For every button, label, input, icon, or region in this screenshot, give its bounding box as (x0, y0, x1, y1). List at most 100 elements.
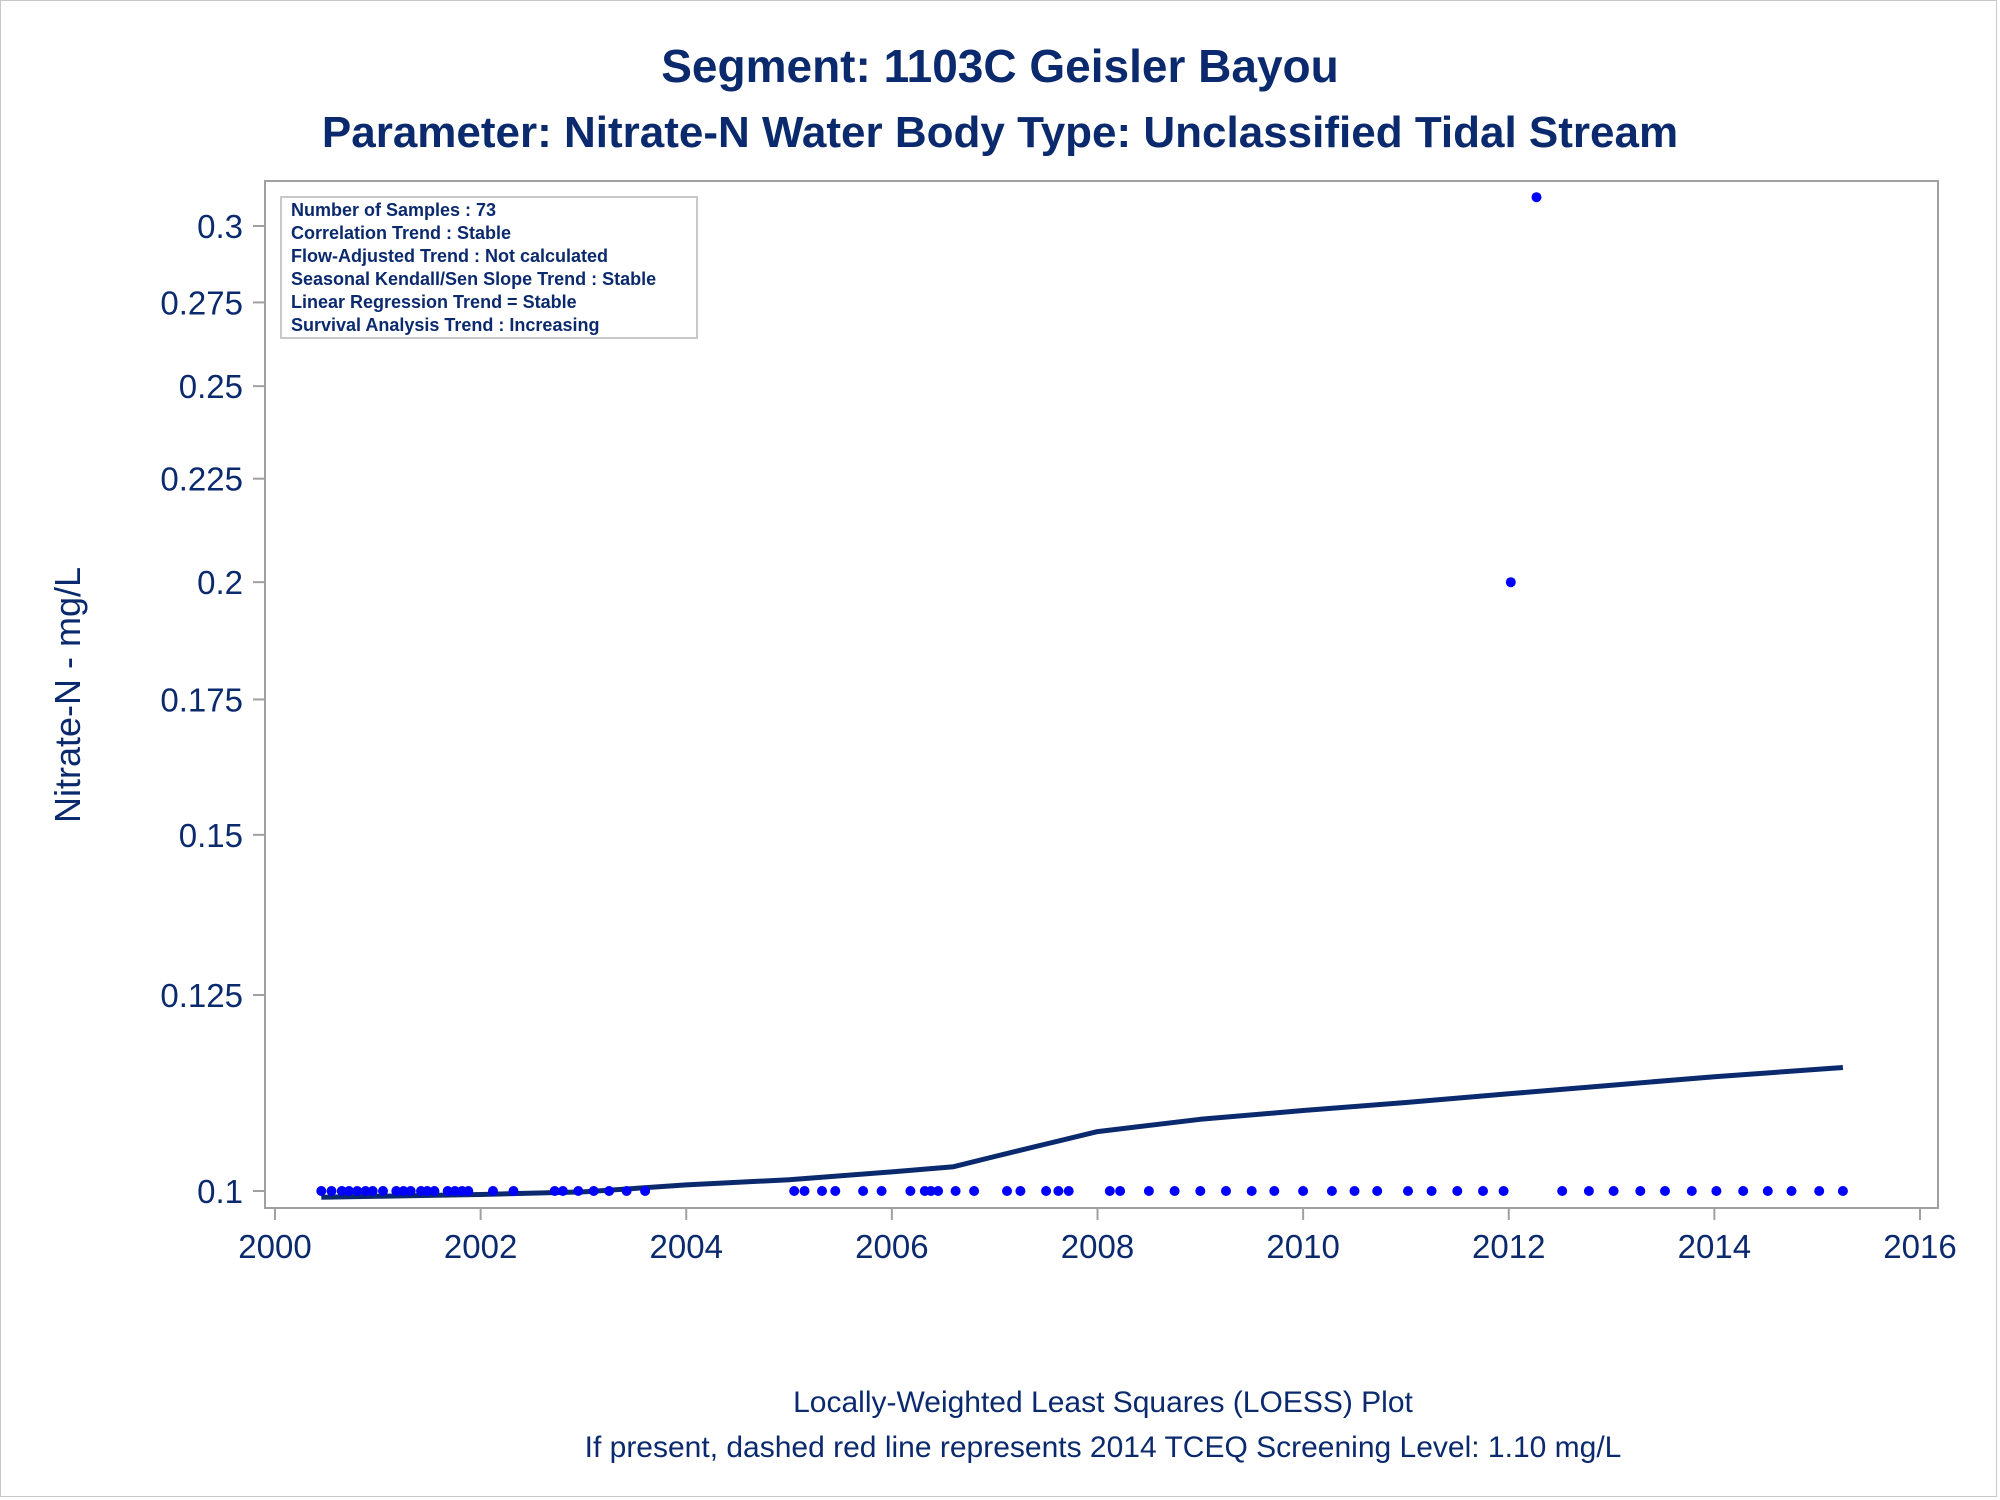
data-point (1326, 1186, 1337, 1196)
data-point (422, 1186, 433, 1196)
data-point (1711, 1186, 1722, 1196)
data-point (799, 1186, 810, 1196)
data-point (621, 1186, 632, 1196)
data-point (1686, 1186, 1697, 1196)
stats-line: Correlation Trend : Stable (291, 223, 511, 243)
data-point (1738, 1186, 1749, 1196)
data-point (326, 1186, 337, 1196)
x-tick-label: 2002 (444, 1228, 517, 1265)
chart-title: Segment: 1103C Geisler Bayou (661, 40, 1339, 92)
stats-box: Number of Samples : 73 Correlation Trend… (280, 196, 698, 339)
data-point (316, 1186, 327, 1196)
data-point (1786, 1186, 1797, 1196)
data-point (391, 1186, 402, 1196)
data-point (1269, 1186, 1280, 1196)
y-tick-label: 0.25 (179, 368, 243, 405)
data-point (1298, 1186, 1309, 1196)
x-tick-label: 2010 (1266, 1228, 1339, 1265)
data-point (588, 1186, 599, 1196)
footnote-loess: Locally-Weighted Least Squares (LOESS) P… (793, 1386, 1413, 1419)
y-axis-label: Nitrate-N - mg/L (47, 567, 88, 823)
data-point (1452, 1186, 1463, 1196)
data-point (442, 1186, 453, 1196)
data-point (344, 1186, 354, 1196)
data-point (367, 1186, 378, 1196)
data-point (1221, 1186, 1231, 1196)
x-tick-label: 2006 (855, 1228, 928, 1265)
data-point (1426, 1186, 1437, 1196)
stats-line: Linear Regression Trend = Stable (291, 292, 577, 312)
y-tick-label: 0.175 (160, 681, 243, 718)
data-point (1583, 1186, 1594, 1196)
x-tick-label: 2014 (1678, 1228, 1751, 1265)
data-point (429, 1186, 440, 1196)
data-point (1053, 1186, 1064, 1196)
data-point (1372, 1186, 1383, 1196)
data-point (352, 1186, 363, 1196)
data-point (549, 1186, 560, 1196)
plot-area (264, 180, 1939, 1209)
data-point (950, 1186, 961, 1196)
data-point (640, 1186, 651, 1196)
data-point (817, 1186, 827, 1196)
data-point (1660, 1186, 1670, 1196)
data-point (336, 1186, 347, 1196)
data-point (508, 1186, 519, 1196)
stats-line: Number of Samples : 73 (291, 200, 496, 220)
y-tick-label: 0.1 (197, 1173, 243, 1210)
x-tick-label: 2008 (1061, 1228, 1134, 1265)
data-point (1531, 192, 1542, 203)
data-point (969, 1186, 980, 1196)
data-point (1115, 1186, 1126, 1196)
data-point (1349, 1186, 1360, 1196)
data-point (573, 1186, 584, 1196)
stats-box-frame (280, 196, 698, 339)
data-point (604, 1186, 615, 1196)
y-tick-label: 0.275 (160, 284, 243, 321)
data-point (1478, 1186, 1488, 1196)
y-tick-label: 0.125 (160, 977, 243, 1014)
data-point (405, 1186, 416, 1196)
x-tick-label: 2012 (1472, 1228, 1545, 1265)
data-point (1143, 1186, 1154, 1196)
data-point (1195, 1186, 1206, 1196)
x-tick-label: 2016 (1883, 1228, 1956, 1265)
data-point (858, 1186, 869, 1196)
stats-line: Seasonal Kendall/Sen Slope Trend : Stabl… (291, 269, 656, 289)
data-point (830, 1186, 841, 1196)
x-tick-label: 2000 (238, 1228, 311, 1265)
data-point (1814, 1186, 1825, 1196)
y-tick-label: 0.2 (197, 564, 243, 601)
data-point (1015, 1186, 1026, 1196)
data-point (1002, 1186, 1012, 1196)
data-point (1063, 1186, 1074, 1196)
data-point (463, 1186, 474, 1196)
data-point (1635, 1186, 1646, 1196)
data-point (1608, 1186, 1619, 1196)
data-point (1762, 1186, 1773, 1196)
stats-line: Survival Analysis Trend : Increasing (291, 315, 599, 335)
data-point (1403, 1186, 1413, 1196)
data-point (1246, 1186, 1257, 1196)
data-point (488, 1186, 498, 1196)
data-point (876, 1186, 887, 1196)
data-point (905, 1186, 916, 1196)
data-point (925, 1186, 936, 1196)
data-point (360, 1186, 371, 1196)
y-tick-label: 0.15 (179, 817, 243, 854)
data-point (789, 1186, 800, 1196)
data-point (378, 1186, 388, 1196)
data-point (1498, 1186, 1509, 1196)
data-point (1505, 577, 1516, 588)
data-point (1169, 1186, 1180, 1196)
x-tick-label: 2004 (650, 1228, 723, 1265)
data-point (1837, 1186, 1848, 1196)
chart-subtitle: Parameter: Nitrate-N Water Body Type: Un… (322, 108, 1678, 157)
data-point (1557, 1186, 1568, 1196)
data-point (933, 1186, 944, 1196)
data-point (1041, 1186, 1052, 1196)
data-point (557, 1186, 568, 1196)
y-tick-label: 0.225 (160, 461, 243, 498)
